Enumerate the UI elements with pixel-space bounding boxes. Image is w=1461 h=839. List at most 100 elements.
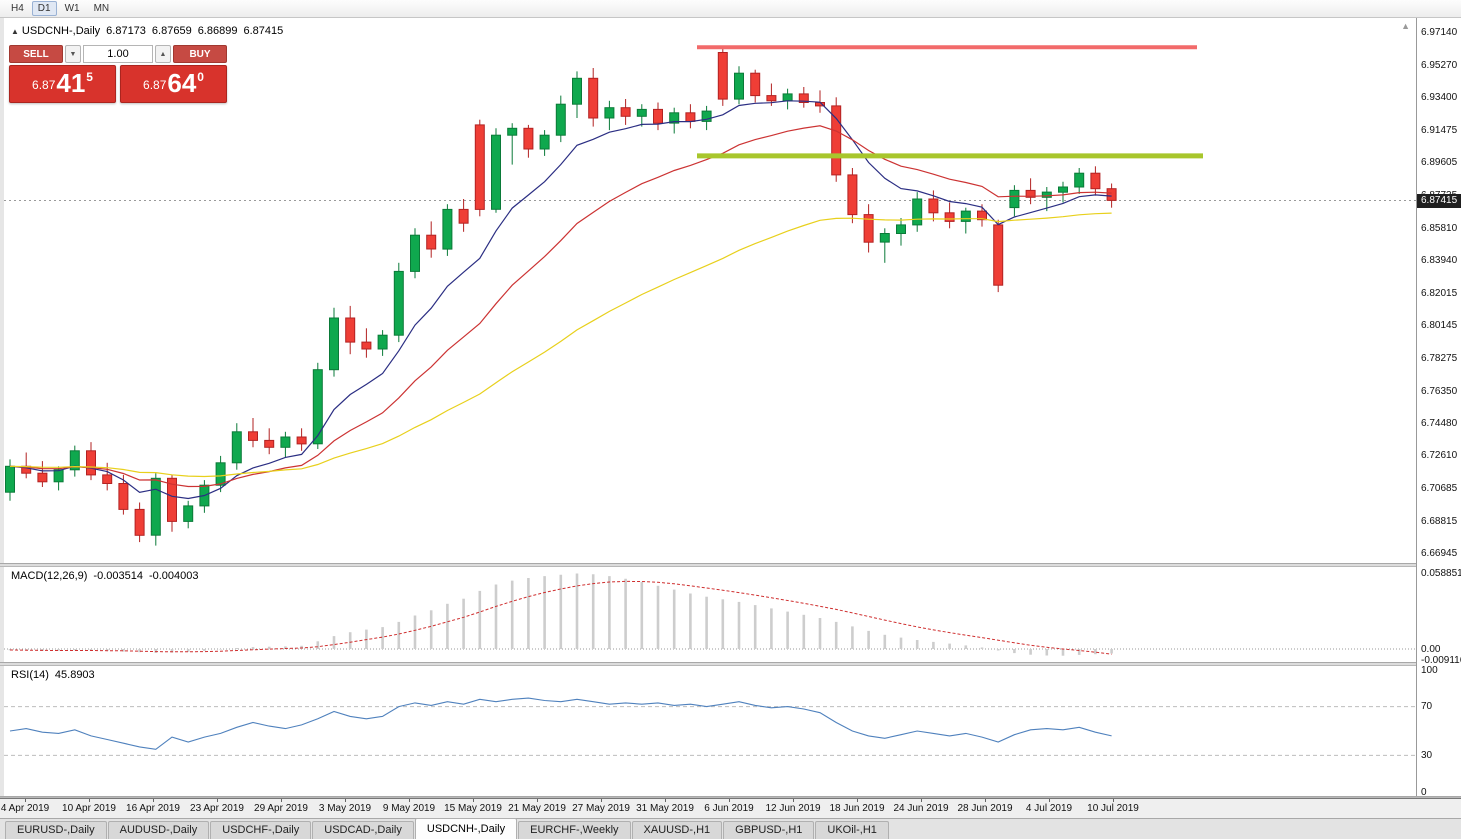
timeframe-button-w1[interactable]: W1 [64,3,80,14]
date-tick-mark [409,799,410,802]
date-tick-mark [473,799,474,802]
price-axis-label: 6.76350 [1421,385,1458,397]
buy-price-main: 6.87 [143,78,167,92]
rsi-axis-label: 0 [1421,786,1427,798]
date-tick-mark [1049,799,1050,802]
date-axis-label: 18 Jun 2019 [829,803,885,814]
price-axis-label: 6.82015 [1421,288,1458,300]
macd-main-value: -0.003514 [93,570,143,582]
price-chart-canvas[interactable] [4,18,1416,563]
price-axis-label: 6.95270 [1421,59,1458,71]
date-tick-mark [793,799,794,802]
date-axis-label: 10 Jul 2019 [1087,803,1139,814]
chart-tab-eurchf[interactable]: EURCHF-,Weekly [518,821,631,839]
date-axis-label: 28 Jun 2019 [957,803,1013,814]
macd-canvas[interactable] [4,567,1416,662]
pane-splitter[interactable] [0,662,1461,666]
macd-signal-value: -0.004003 [148,570,199,582]
price-axis-label: 6.68815 [1421,515,1458,527]
rsi-value: 45.8903 [54,669,95,681]
macd-pane: MACD(12,26,9) -0.003514 -0.004003 [4,567,1416,662]
chart-tab-usdchf[interactable]: USDCHF-,Daily [210,821,312,839]
macd-axis-label: -0.009116 [1421,655,1461,667]
date-tick-mark [153,799,154,802]
sell-price-main: 6.87 [32,78,56,92]
date-axis-label: 4 Jul 2019 [1025,803,1073,814]
price-axis-label: 6.91475 [1421,125,1458,136]
date-tick-mark [89,799,90,802]
ohlc-low: 6.86899 [197,25,238,37]
date-tick-mark [537,799,538,802]
date-tick-mark [857,799,858,802]
chart-tab-ukoil[interactable]: UKOil-,H1 [815,821,889,839]
date-tick-mark [1113,799,1114,802]
sell-price-box[interactable]: 6.87 41 5 [9,65,116,103]
price-axis-label: 6.93400 [1421,91,1458,103]
chart-symbol-label: USDCNH-,Daily [21,25,101,37]
rsi-header: RSI(14) 45.8903 [11,669,95,681]
volume-increase-button[interactable]: ▲ [155,45,171,63]
price-axis-label: 6.66945 [1421,547,1458,559]
chart-tab-eurusd[interactable]: EURUSD-,Daily [5,821,107,839]
price-axis-label: 6.80145 [1421,320,1458,332]
chart-tab-gbpusd[interactable]: GBPUSD-,H1 [723,821,815,839]
date-tick-mark [281,799,282,802]
sell-price-point: 5 [86,70,93,84]
date-axis-label: 27 May 2019 [572,803,630,814]
pane-splitter[interactable] [0,796,1461,798]
macd-axis-label: 0.00 [1421,643,1441,655]
price-axis-label: 6.72610 [1421,450,1458,462]
macd-header: MACD(12,26,9) -0.003514 -0.004003 [11,570,199,582]
price-axis-label: 6.97140 [1421,27,1458,39]
date-axis-label: 23 Apr 2019 [190,803,244,814]
timeframe-button-mn[interactable]: MN [93,3,110,14]
date-axis-label: 4 Apr 2019 [0,803,50,814]
date-axis-label: 31 May 2019 [636,803,694,814]
price-axis-label: 6.74480 [1421,418,1458,429]
date-axis-label: 12 Jun 2019 [765,803,821,814]
date-tick-mark [729,799,730,802]
timeframe-button-h4[interactable]: H4 [11,3,24,14]
rsi-canvas[interactable] [4,666,1416,796]
price-axis-label: 6.83940 [1421,254,1458,266]
chart-tab-audusd[interactable]: AUDUSD-,Daily [107,821,210,839]
date-axis-label: 9 May 2019 [382,803,436,814]
timeframe-button-d1[interactable]: D1 [31,1,57,16]
price-axis-label: 6.78275 [1421,352,1458,364]
price-axis-label: 6.89605 [1421,157,1458,169]
chart-tab-xauusd[interactable]: XAUUSD-,H1 [631,821,723,839]
chart-shift-icon: ▲ [1401,21,1410,31]
price-axis-label: 6.85810 [1421,222,1458,234]
price-axis-label: 6.70685 [1421,483,1458,495]
date-tick-mark [985,799,986,802]
value-axis-column: 6.971406.952706.934006.914756.896056.877… [1416,18,1461,798]
volume-decrease-button[interactable]: ▼ [65,45,81,63]
date-tick-mark [345,799,346,802]
chart-tab-usdcnh[interactable]: USDCNH-,Daily [414,818,518,839]
volume-input[interactable] [83,45,153,63]
ohlc-high: 6.87659 [151,25,192,37]
date-axis: 4 Apr 2019 10 Apr 2019 16 Apr 2019 23 Apr 2… [0,798,1461,818]
pane-splitter[interactable] [0,563,1461,567]
date-axis-label: 21 May 2019 [508,803,566,814]
ohlc-close: 6.87415 [243,25,284,37]
date-axis-label: 3 May 2019 [318,803,372,814]
timeframe-toolbar: H4 D1 W1 MN [0,0,1461,18]
sell-button[interactable]: SELL [9,45,63,63]
date-axis-label: 29 Apr 2019 [254,803,308,814]
rsi-axis-label: 70 [1421,701,1433,713]
rsi-axis-label: 30 [1421,749,1433,761]
buy-button[interactable]: BUY [173,45,227,63]
date-tick-mark [665,799,666,802]
price-chart-pane: ▲ USDCNH-,Daily 6.87173 6.87659 6.86899 6.874… [4,18,1416,563]
buy-price-box[interactable]: 6.87 64 0 [120,65,227,103]
current-price-tag: 6.87415 [1417,193,1461,208]
symbol-marker-icon: ▲ [11,27,19,36]
rsi-pane: RSI(14) 45.8903 [4,666,1416,796]
macd-axis-label: 0.058851 [1421,567,1461,579]
date-axis-label: 10 Apr 2019 [62,803,116,814]
rsi-label: RSI(14) [11,669,49,681]
buy-price-pips: 64 [167,68,197,98]
chart-tab-usdcad[interactable]: USDCAD-,Daily [312,821,414,839]
